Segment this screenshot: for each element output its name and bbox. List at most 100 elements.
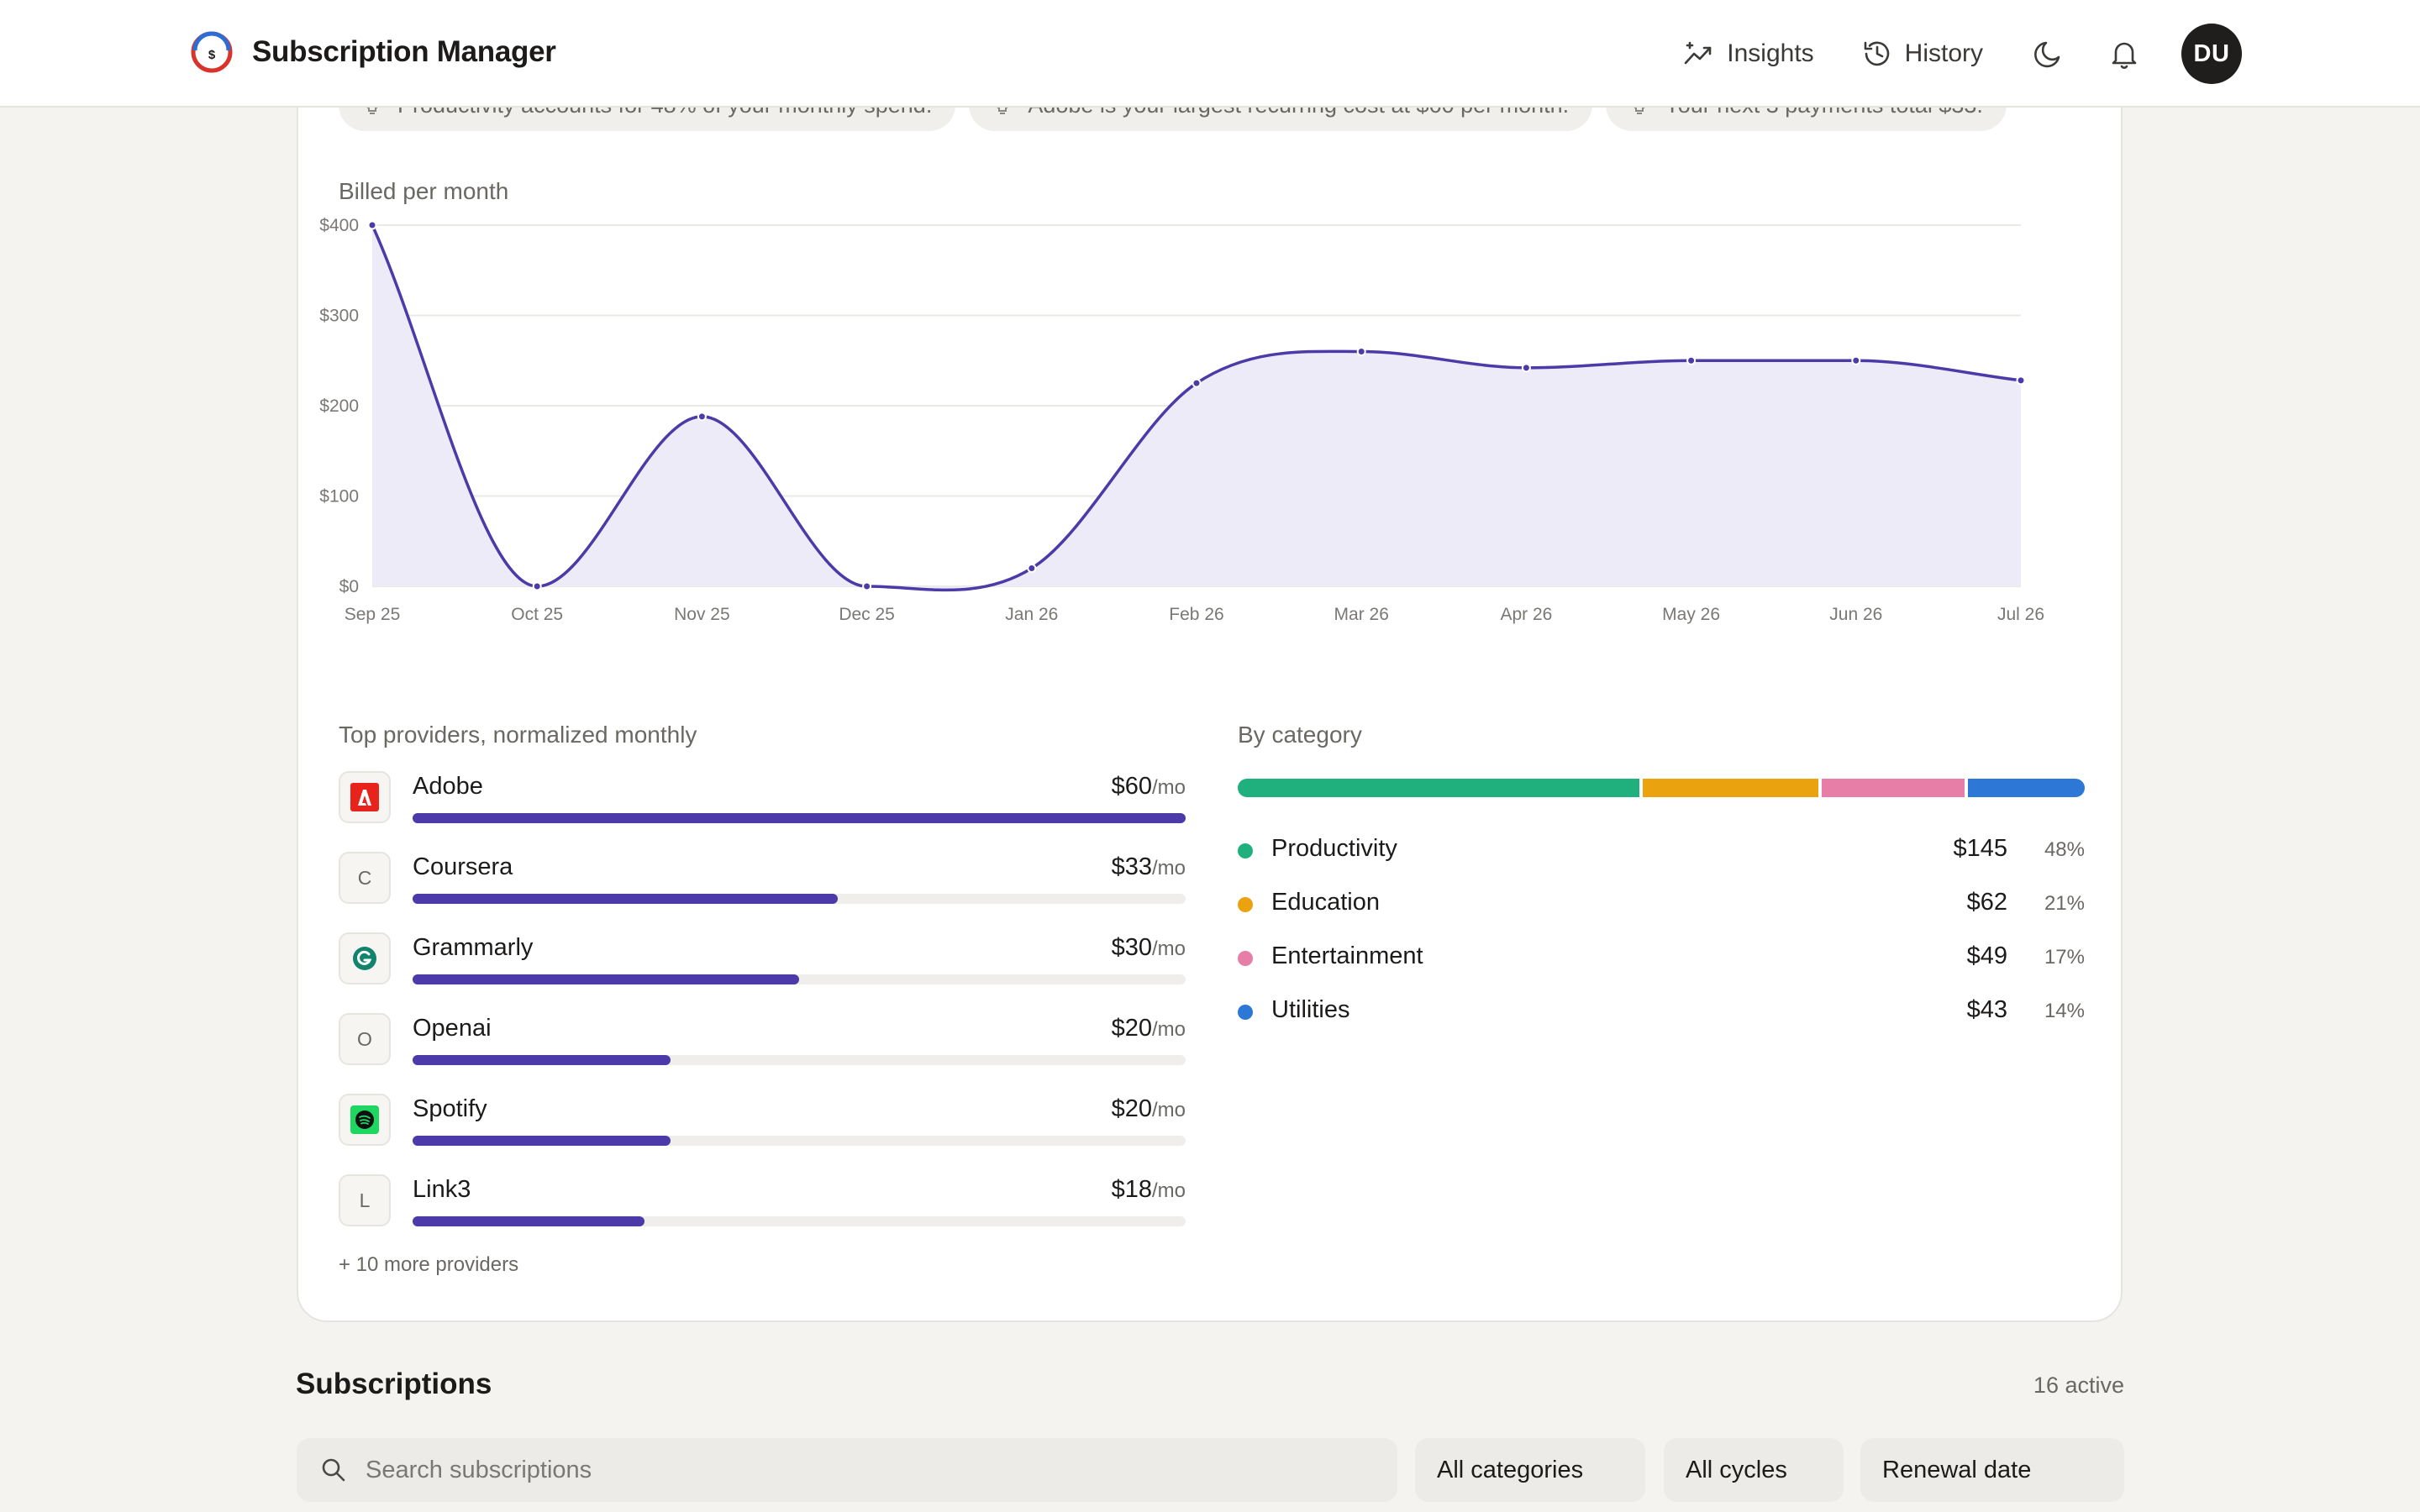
x-tick-label: Sep 25 bbox=[345, 605, 401, 624]
provider-amount-unit: /mo bbox=[1151, 1099, 1186, 1121]
cycle-filter[interactable]: All cycles bbox=[1664, 1438, 1844, 1502]
data-point bbox=[1686, 355, 1697, 365]
category-stacked-bar bbox=[1238, 779, 2085, 797]
grammarly-icon bbox=[339, 932, 391, 984]
category-dot bbox=[1238, 843, 1253, 858]
category-row[interactable]: Entertainment $49 17% bbox=[1238, 941, 2085, 995]
moon-icon bbox=[2034, 41, 2060, 68]
category-segment bbox=[1238, 779, 1640, 797]
provider-bar-fill bbox=[413, 1055, 671, 1065]
provider-bar-track bbox=[413, 974, 1186, 984]
category-name: Productivity bbox=[1271, 835, 1397, 862]
category-row[interactable]: Productivity $145 48% bbox=[1238, 833, 2085, 887]
search-box[interactable] bbox=[297, 1438, 1397, 1502]
provider-row[interactable]: L Link3 $18/mo bbox=[339, 1174, 1186, 1255]
provider-initial-avatar: L bbox=[339, 1174, 391, 1226]
search-icon bbox=[322, 1458, 345, 1482]
providers-label: Top providers, normalized monthly bbox=[339, 722, 697, 748]
provider-amount: $33/mo bbox=[1112, 853, 1186, 881]
provider-amount: $20/mo bbox=[1112, 1015, 1186, 1042]
app-logo-icon: $ bbox=[191, 31, 233, 73]
nav-insights-label: Insights bbox=[1727, 39, 1814, 67]
provider-name: Openai bbox=[413, 1015, 492, 1042]
provider-row[interactable]: Spotify $20/mo bbox=[339, 1094, 1186, 1174]
category-amount: $49 bbox=[1966, 942, 2007, 969]
provider-amount-value: $30 bbox=[1111, 934, 1152, 961]
more-providers-link[interactable]: + 10 more providers bbox=[339, 1253, 519, 1276]
category-dot bbox=[1238, 1005, 1253, 1020]
category-segment bbox=[1967, 779, 2085, 797]
provider-amount-unit: /mo bbox=[1151, 1018, 1186, 1041]
category-percent: 21% bbox=[2044, 892, 2085, 915]
provider-amount: $18/mo bbox=[1112, 1176, 1186, 1204]
provider-amount-value: $18 bbox=[1111, 1176, 1152, 1203]
x-tick-label: Jul 26 bbox=[1997, 605, 2044, 624]
theme-toggle-button[interactable] bbox=[2030, 35, 2067, 72]
category-row[interactable]: Utilities $43 14% bbox=[1238, 995, 2085, 1048]
x-tick-label: May 26 bbox=[1662, 605, 1720, 624]
category-name: Education bbox=[1271, 889, 1380, 916]
x-tick-label: Jun 26 bbox=[1829, 605, 1882, 624]
category-list: Productivity $145 48% Education $62 21% Entert… bbox=[1238, 833, 2085, 1048]
provider-row[interactable]: Adobe $60/mo bbox=[339, 771, 1186, 852]
provider-amount-unit: /mo bbox=[1151, 937, 1186, 960]
provider-amount-value: $20 bbox=[1111, 1015, 1152, 1042]
data-point bbox=[1851, 355, 1861, 365]
provider-name: Coursera bbox=[413, 853, 513, 880]
y-tick-label: $0 bbox=[339, 577, 359, 596]
provider-bar-fill bbox=[413, 974, 799, 984]
provider-name: Spotify bbox=[413, 1095, 487, 1122]
category-dot bbox=[1238, 951, 1253, 966]
trend-sparkle-icon bbox=[1684, 41, 1712, 65]
provider-name: Grammarly bbox=[413, 934, 534, 961]
x-tick-label: Jan 26 bbox=[1005, 605, 1058, 624]
category-row[interactable]: Education $62 21% bbox=[1238, 887, 2085, 941]
x-tick-label: Oct 25 bbox=[511, 605, 563, 624]
area-fill bbox=[372, 225, 2021, 591]
category-segment bbox=[1822, 779, 1965, 797]
provider-amount-value: $60 bbox=[1111, 773, 1152, 800]
bell-icon bbox=[2112, 42, 2137, 69]
provider-row[interactable]: C Coursera $33/mo bbox=[339, 852, 1186, 932]
provider-bar-fill bbox=[413, 1136, 671, 1146]
provider-bar-fill bbox=[413, 813, 1186, 823]
provider-amount-unit: /mo bbox=[1151, 857, 1186, 879]
search-input[interactable] bbox=[366, 1456, 1332, 1484]
provider-bar-track bbox=[413, 813, 1186, 823]
billed-per-month-chart: $0 $100 $200 $300 $400 Sep 25 Oct 25 Nov 25 Dec … bbox=[319, 216, 2086, 724]
category-name: Entertainment bbox=[1271, 942, 1423, 969]
x-tick-label: Dec 25 bbox=[839, 605, 895, 624]
insights-card: Productivity accounts for 48% of your mo… bbox=[297, 50, 2123, 1322]
notifications-button[interactable] bbox=[2106, 35, 2143, 72]
category-filter[interactable]: All categories bbox=[1415, 1438, 1645, 1502]
data-point bbox=[1521, 363, 1531, 373]
provider-amount-unit: /mo bbox=[1151, 1179, 1186, 1202]
sort-select[interactable]: Renewal date bbox=[1860, 1438, 2124, 1502]
chart-label: Billed per month bbox=[339, 178, 509, 204]
nav-insights[interactable]: Insights bbox=[1683, 38, 1814, 70]
category-segment bbox=[1643, 779, 1819, 797]
series-line bbox=[371, 224, 2022, 592]
provider-initial-avatar: C bbox=[339, 852, 391, 904]
data-point bbox=[532, 581, 542, 591]
nav-history-label: History bbox=[1904, 39, 1983, 67]
y-tick-label: $100 bbox=[319, 487, 359, 507]
category-amount: $62 bbox=[1966, 889, 2007, 916]
category-percent: 17% bbox=[2044, 946, 2085, 969]
provider-list: Adobe $60/mo C Coursera $33/mo Grammarly $30/m… bbox=[339, 771, 1186, 1255]
data-point bbox=[697, 412, 707, 422]
data-point bbox=[862, 581, 872, 591]
area-chart: $0 $100 $200 $300 $400 Sep 25 Oct 25 Nov 25 Dec … bbox=[319, 216, 2044, 624]
provider-row[interactable]: O Openai $20/mo bbox=[339, 1013, 1186, 1094]
provider-row[interactable]: Grammarly $30/mo bbox=[339, 932, 1186, 1013]
nav-history[interactable]: History bbox=[1861, 38, 1983, 70]
x-tick-label: Apr 26 bbox=[1500, 605, 1552, 624]
app-title: Subscription Manager bbox=[252, 35, 556, 68]
brand[interactable]: $ Subscription Manager bbox=[190, 30, 556, 74]
provider-amount: $20/mo bbox=[1112, 1095, 1186, 1123]
user-avatar[interactable]: DU bbox=[2181, 24, 2242, 84]
provider-amount: $60/mo bbox=[1112, 773, 1186, 801]
category-dot bbox=[1238, 897, 1253, 912]
provider-name: Adobe bbox=[413, 773, 483, 800]
data-point bbox=[1356, 347, 1366, 356]
